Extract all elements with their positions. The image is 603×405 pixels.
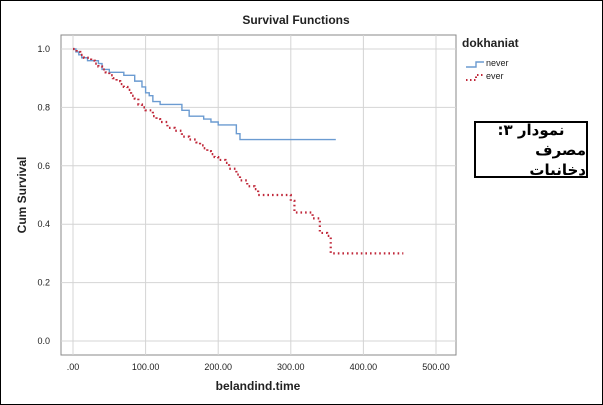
y-tick-label: 0.6	[37, 161, 50, 171]
y-tick-label: 0.4	[37, 219, 50, 229]
legend: dokhaniat never ever	[462, 36, 519, 81]
survival-lines	[73, 47, 404, 255]
y-tick-labels: 0.0 0.2 0.4 0.6 0.8 1.0	[37, 44, 50, 346]
legend-never-label: never	[486, 58, 509, 68]
y-axis-label: Cum Survival	[15, 157, 29, 234]
legend-title: dokhaniat	[462, 36, 519, 50]
legend-ever-swatch	[466, 74, 484, 81]
x-tick-label: .00	[67, 362, 80, 372]
legend-ever-label: ever	[486, 71, 504, 81]
x-tick-label: 500.00	[422, 362, 450, 372]
x-tick-label: 400.00	[350, 362, 378, 372]
gridlines	[61, 35, 456, 355]
y-tick-label: 1.0	[37, 44, 50, 54]
x-axis-label: belandind.time	[216, 379, 301, 393]
x-tick-labels: .00 100.00 200.00 300.00 400.00 500.00	[67, 362, 450, 372]
legend-never-swatch	[466, 61, 484, 68]
y-tick-label: 0.2	[37, 278, 50, 288]
x-tick-label: 200.00	[204, 362, 232, 372]
x-tick-label: 100.00	[132, 362, 160, 372]
annotation-box: نمودار ۳: مصرف دخانیات	[474, 120, 588, 179]
y-tick-label: 0.0	[37, 336, 50, 346]
chart-title: Survival Functions	[242, 13, 350, 27]
y-tick-label: 0.8	[37, 102, 50, 112]
annotation-line-2: مصرف دخانیات	[529, 140, 586, 179]
x-tick-label: 300.00	[277, 362, 305, 372]
annotation-line-1: نمودار ۳:	[497, 120, 565, 139]
